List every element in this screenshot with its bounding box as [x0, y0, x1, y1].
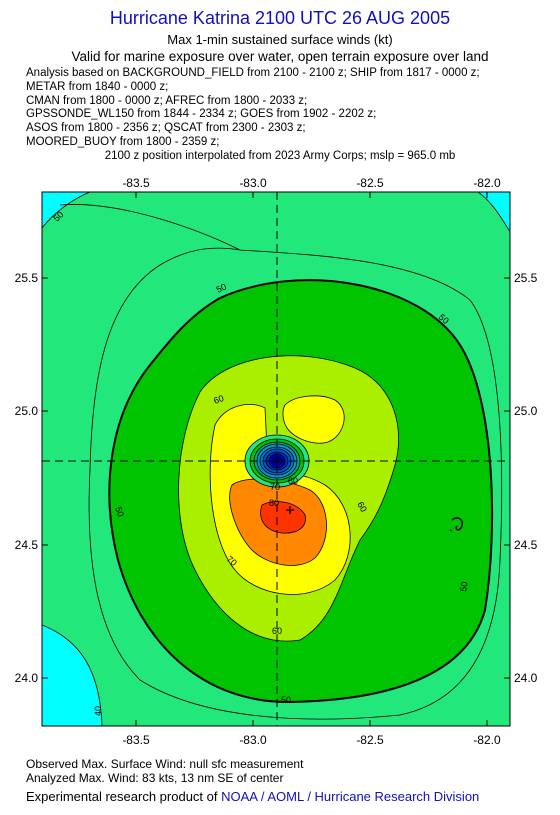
- source-line: MOORED_BUOY from 1800 - 2359 z;: [26, 136, 220, 148]
- credit-org: NOAA / AOML / Hurricane Research Divisio…: [221, 789, 480, 804]
- lat-tick-right: 25.0: [514, 404, 538, 418]
- lon-tick-bottom: -82.0: [473, 733, 501, 747]
- plot-frame: [41, 191, 511, 727]
- contour-label: 40: [93, 706, 103, 716]
- interpolation-note: 2100 z position interpolated from 2023 A…: [104, 150, 456, 162]
- lat-tick-left: 24.5: [15, 538, 39, 552]
- contour-label: 50: [437, 312, 451, 326]
- analyzed-max-wind: Analyzed Max. Wind: 83 kts, 13 nm SE of …: [26, 771, 284, 785]
- credit-line: Experimental research product of NOAA / …: [26, 789, 479, 804]
- lon-tick-bottom: -83.0: [239, 733, 267, 747]
- contour-label: 60: [355, 500, 369, 514]
- lon-tick-bottom: -83.5: [122, 733, 150, 747]
- field-below-40: [42, 625, 102, 726]
- contour-label: 70: [225, 554, 239, 568]
- contour-label: 80: [269, 498, 279, 508]
- field-below-40: [42, 192, 90, 228]
- source-line: Analysis based on BACKGROUND_FIELD from …: [26, 67, 480, 79]
- lon-tick-bottom: -82.5: [356, 733, 384, 747]
- contour-label: 60: [212, 393, 225, 406]
- contour-line: [42, 624, 103, 726]
- wind-field: [42, 192, 510, 726]
- lat-tick-right: 24.5: [514, 538, 538, 552]
- contour-label: 50: [458, 581, 470, 593]
- observed-max-wind: Observed Max. Surface Wind: null sfc mea…: [26, 757, 304, 771]
- lon-tick-top: -82.5: [356, 176, 384, 190]
- contour-label: 50: [113, 505, 126, 518]
- validity-note: Valid for marine exposure over water, op…: [71, 49, 489, 64]
- field-max: [260, 501, 306, 534]
- source-line: GPSSONDE_WL150 from 1844 - 2334 z; GOES …: [26, 108, 377, 120]
- max-wind-marker: [286, 506, 294, 514]
- contour-line: [42, 192, 91, 229]
- axis-ticks: [42, 192, 510, 726]
- field-70-80: [282, 395, 345, 444]
- coastline: [449, 517, 464, 532]
- contour-label: 50: [281, 695, 291, 705]
- map-title: Hurricane Katrina 2100 UTC 26 AUG 2005: [109, 8, 451, 28]
- lat-tick-left: 25.0: [15, 404, 39, 418]
- contour-line: [477, 192, 510, 233]
- source-line: ASOS from 1800 - 2356 z; QSCAT from 2300…: [26, 122, 306, 134]
- lon-tick-top: -82.0: [473, 176, 501, 190]
- contour-line: [59, 204, 503, 720]
- source-line: METAR from 1840 - 0000 z;: [26, 81, 169, 93]
- lon-tick-top: -83.0: [239, 176, 267, 190]
- contour-label: 60: [288, 476, 298, 486]
- lat-tick-left: 25.5: [15, 271, 39, 285]
- contour-label: 60: [272, 626, 282, 636]
- lon-tick-top: -83.5: [122, 176, 150, 190]
- lat-tick-left: 24.0: [15, 671, 39, 685]
- source-line: CMAN from 1800 - 0000 z; AFREC from 1800…: [26, 95, 308, 107]
- credit-prefix: Experimental research product of: [26, 789, 222, 804]
- contour-label: 70: [270, 482, 280, 492]
- map-subtitle: Max 1-min sustained surface winds (kt): [167, 32, 393, 47]
- contour-label: 50: [215, 282, 228, 295]
- field-below-40: [478, 192, 510, 232]
- lat-tick-right: 25.5: [514, 271, 538, 285]
- lat-tick-right: 24.0: [514, 671, 538, 685]
